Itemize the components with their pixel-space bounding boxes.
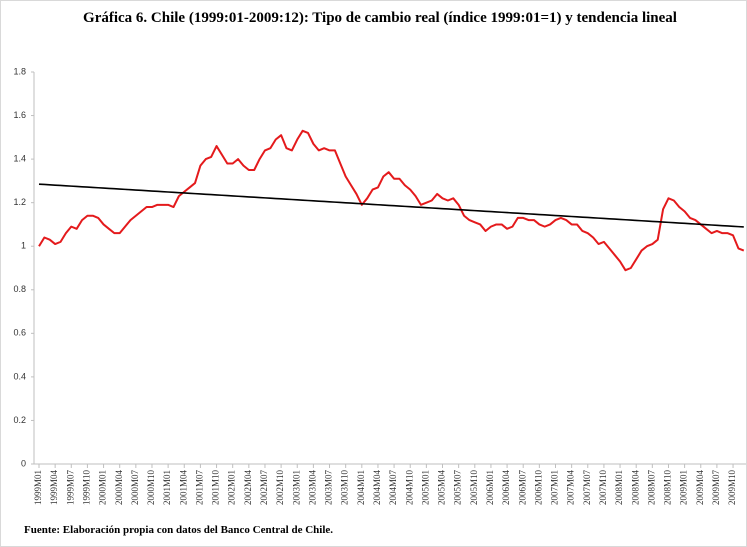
series-line <box>38 183 744 228</box>
x-tick-label: 2002M10 <box>275 470 285 506</box>
x-tick-label: 2003M07 <box>324 470 334 506</box>
x-tick-label: 2006M10 <box>533 470 543 506</box>
x-tick-label: 2000M07 <box>130 470 140 506</box>
x-tick-label: 2001M04 <box>178 470 188 506</box>
x-tick-label: 2009M01 <box>679 470 689 505</box>
x-tick-label: 2000M01 <box>98 470 108 505</box>
x-tick-label: 2004M07 <box>388 470 398 506</box>
x-tick-label: 2006M01 <box>485 470 495 505</box>
x-tick-label: 2009M04 <box>695 470 705 506</box>
x-tick-label: 2000M10 <box>146 470 156 506</box>
x-tick-label: 2002M04 <box>243 470 253 506</box>
x-tick-label: 2006M07 <box>517 470 527 506</box>
series-line <box>38 129 745 272</box>
y-tick-label: 1.4 <box>13 153 26 163</box>
y-tick-label: 0.2 <box>13 415 26 425</box>
y-tick-label: 1.2 <box>13 197 26 207</box>
x-tick-label: 2008M07 <box>646 470 656 506</box>
x-tick-label: 2003M10 <box>340 470 350 506</box>
x-tick-label: 2005M07 <box>453 470 463 506</box>
x-tick-label: 2002M01 <box>227 470 237 505</box>
x-tick-label: 2007M04 <box>566 470 576 506</box>
x-tick-label: 1999M01 <box>33 470 43 505</box>
x-tick-label: 1999M04 <box>49 470 59 506</box>
x-tick-label: 1999M07 <box>65 470 75 506</box>
x-tick-label: 2003M04 <box>307 470 317 506</box>
x-tick-label: 1999M10 <box>81 470 91 506</box>
x-tick-label: 2009M10 <box>727 470 737 506</box>
x-tick-label: 2000M04 <box>114 470 124 506</box>
x-tick-label: 2007M10 <box>598 470 608 506</box>
x-tick-label: 2007M07 <box>582 470 592 506</box>
y-tick-label: 1.6 <box>13 110 26 120</box>
chart-title: Gráfica 6. Chile (1999:01-2009:12): Tipo… <box>83 10 677 26</box>
x-tick-label: 2001M10 <box>211 470 221 506</box>
x-tick-label: 2004M04 <box>372 470 382 506</box>
x-tick-label: 2007M01 <box>550 470 560 505</box>
y-tick-label: 0.6 <box>13 328 26 338</box>
y-tick-label: 0.4 <box>13 371 26 381</box>
x-tick-label: 2006M04 <box>501 470 511 506</box>
y-tick-label: 0.8 <box>13 284 26 294</box>
x-tick-label: 2004M01 <box>356 470 366 505</box>
x-tick-label: 2005M10 <box>469 470 479 506</box>
x-tick-label: 2009M07 <box>711 470 721 506</box>
x-tick-label: 2003M01 <box>291 470 301 505</box>
y-tick-label: 0 <box>21 458 26 468</box>
source-note: Fuente: Elaboración propia con datos del… <box>24 524 334 536</box>
x-tick-label: 2001M07 <box>194 470 204 506</box>
x-tick-label: 2004M10 <box>404 470 414 506</box>
x-tick-label: 2008M10 <box>663 470 673 506</box>
y-tick-label: 1.8 <box>13 66 26 76</box>
y-tick-label: 1 <box>21 241 26 251</box>
x-tick-label: 2008M04 <box>630 470 640 506</box>
x-tick-label: 2001M01 <box>162 470 172 505</box>
x-tick-label: 2002M07 <box>259 470 269 506</box>
x-tick-label: 2008M01 <box>614 470 624 505</box>
x-tick-label: 2005M01 <box>420 470 430 505</box>
x-tick-label: 2005M04 <box>437 470 447 506</box>
